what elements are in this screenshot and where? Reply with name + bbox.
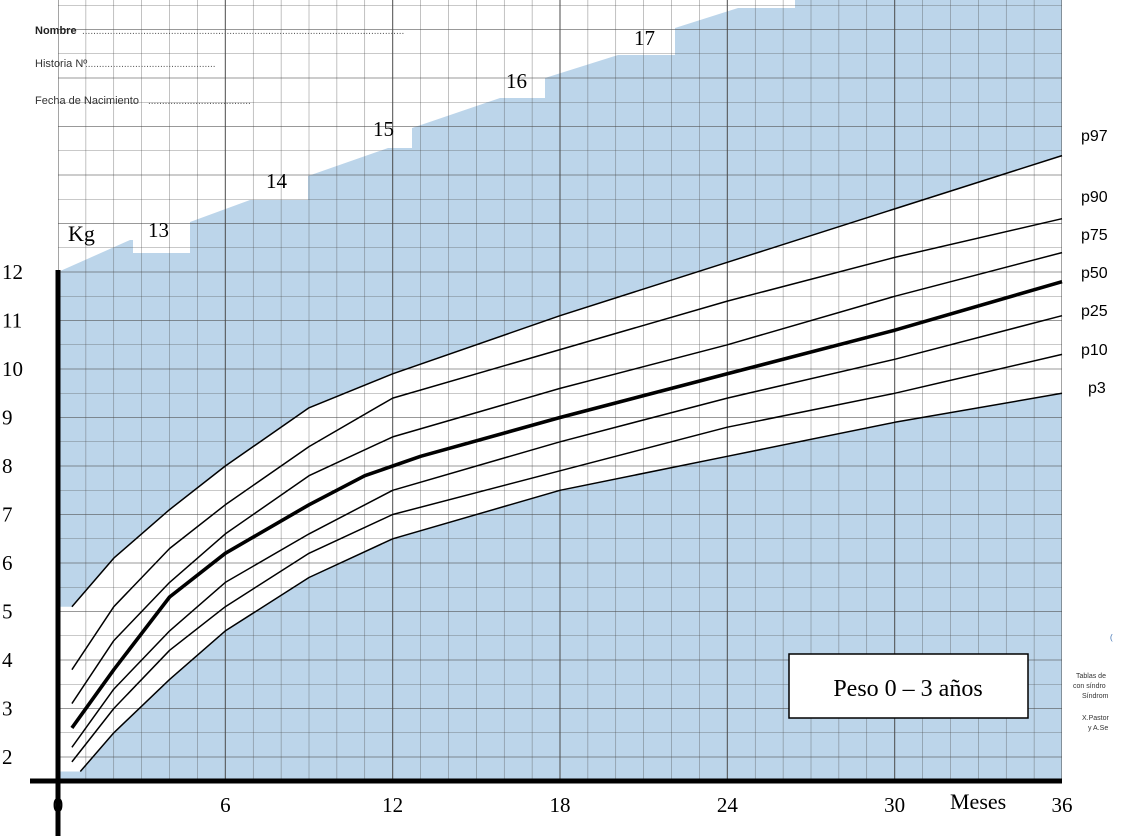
y-tick-label: 7 bbox=[2, 503, 13, 527]
upper-scale-label: 13 bbox=[148, 218, 169, 242]
x-tick-label: 18 bbox=[550, 793, 571, 817]
nombre-label: Nombre bbox=[35, 25, 77, 37]
x-tick-label: 12 bbox=[382, 793, 403, 817]
title-box-frame bbox=[788, 653, 1029, 719]
curve-p25 bbox=[71, 314, 1063, 748]
series-label-p90: p90 bbox=[1081, 189, 1108, 206]
series-label-p97: p97 bbox=[1081, 128, 1108, 145]
upper-scale-label: 16 bbox=[506, 69, 527, 93]
side-note-line: X.Pastor bbox=[1082, 715, 1110, 722]
x-tick-label: 6 bbox=[220, 793, 231, 817]
upper-scale-label: 15 bbox=[373, 117, 394, 141]
historia-label: Historia Nº bbox=[35, 58, 87, 70]
y-tick-label: 2 bbox=[2, 745, 13, 769]
series-label-p10: p10 bbox=[1081, 342, 1108, 359]
curve-p90 bbox=[71, 217, 1063, 671]
x-axis-label: Meses bbox=[950, 789, 1006, 814]
nombre-dots: ........................................… bbox=[82, 26, 404, 37]
chart-title: Peso 0 – 3 años bbox=[833, 676, 982, 702]
series-label-p75: p75 bbox=[1081, 227, 1108, 244]
y-axis-label: Kg bbox=[68, 221, 95, 246]
x-tick-label: 24 bbox=[717, 793, 739, 817]
y-tick-label: 3 bbox=[2, 697, 13, 721]
curve-p97 bbox=[71, 154, 1063, 608]
curve-p75 bbox=[71, 251, 1063, 705]
side-note-line: con síndro bbox=[1073, 683, 1106, 690]
side-note-line: Síndrom bbox=[1082, 693, 1109, 700]
curve-p10 bbox=[71, 353, 1063, 763]
curve-p50 bbox=[70, 279, 1063, 729]
percentile-curves bbox=[70, 154, 1063, 772]
x-tick-label: 36 bbox=[1052, 793, 1073, 817]
side-note-line: Tablas de bbox=[1076, 673, 1106, 680]
chart-grid bbox=[58, 0, 1062, 781]
y-tick-label: 6 bbox=[2, 551, 13, 575]
chart-axes bbox=[30, 270, 1062, 836]
chart-labels: 2 3 4 5 6 7 8 9 10 11 12 0 6 12 18 24 30 36 Kg Meses 13 14 15 1… bbox=[2, 26, 1108, 817]
chart-title-box: Peso 0 – 3 años bbox=[788, 653, 1029, 719]
series-label-p50: p50 bbox=[1081, 265, 1108, 282]
y-tick-label: 4 bbox=[2, 648, 13, 672]
y-tick-label: 5 bbox=[2, 600, 13, 624]
y-tick-label: 9 bbox=[2, 406, 13, 430]
y-tick-label: 11 bbox=[2, 309, 22, 333]
x-tick-label: 30 bbox=[884, 793, 905, 817]
side-note-mark: ( bbox=[1110, 633, 1113, 642]
upper-scale-label: 17 bbox=[634, 26, 655, 50]
upper-scale-label: 14 bbox=[266, 169, 288, 193]
fecha-dots: ..................................... bbox=[148, 96, 251, 107]
y-tick-label: 8 bbox=[2, 454, 13, 478]
curve-p3 bbox=[79, 392, 1063, 772]
y-tick-label: 10 bbox=[2, 357, 23, 381]
patient-header: Nombre .................................… bbox=[35, 25, 404, 107]
side-note: ( Tablas de con síndro Síndrom X.Pastor … bbox=[1073, 633, 1113, 732]
historia-dots: ........................................… bbox=[85, 59, 216, 70]
fecha-label: Fecha de Nacimiento bbox=[35, 95, 139, 107]
series-label-p3: p3 bbox=[1088, 380, 1106, 397]
x-tick-label: 0 bbox=[53, 793, 64, 817]
series-label-p25: p25 bbox=[1081, 303, 1108, 320]
y-tick-label: 12 bbox=[2, 260, 23, 284]
side-note-line: y A.Se bbox=[1088, 725, 1108, 732]
